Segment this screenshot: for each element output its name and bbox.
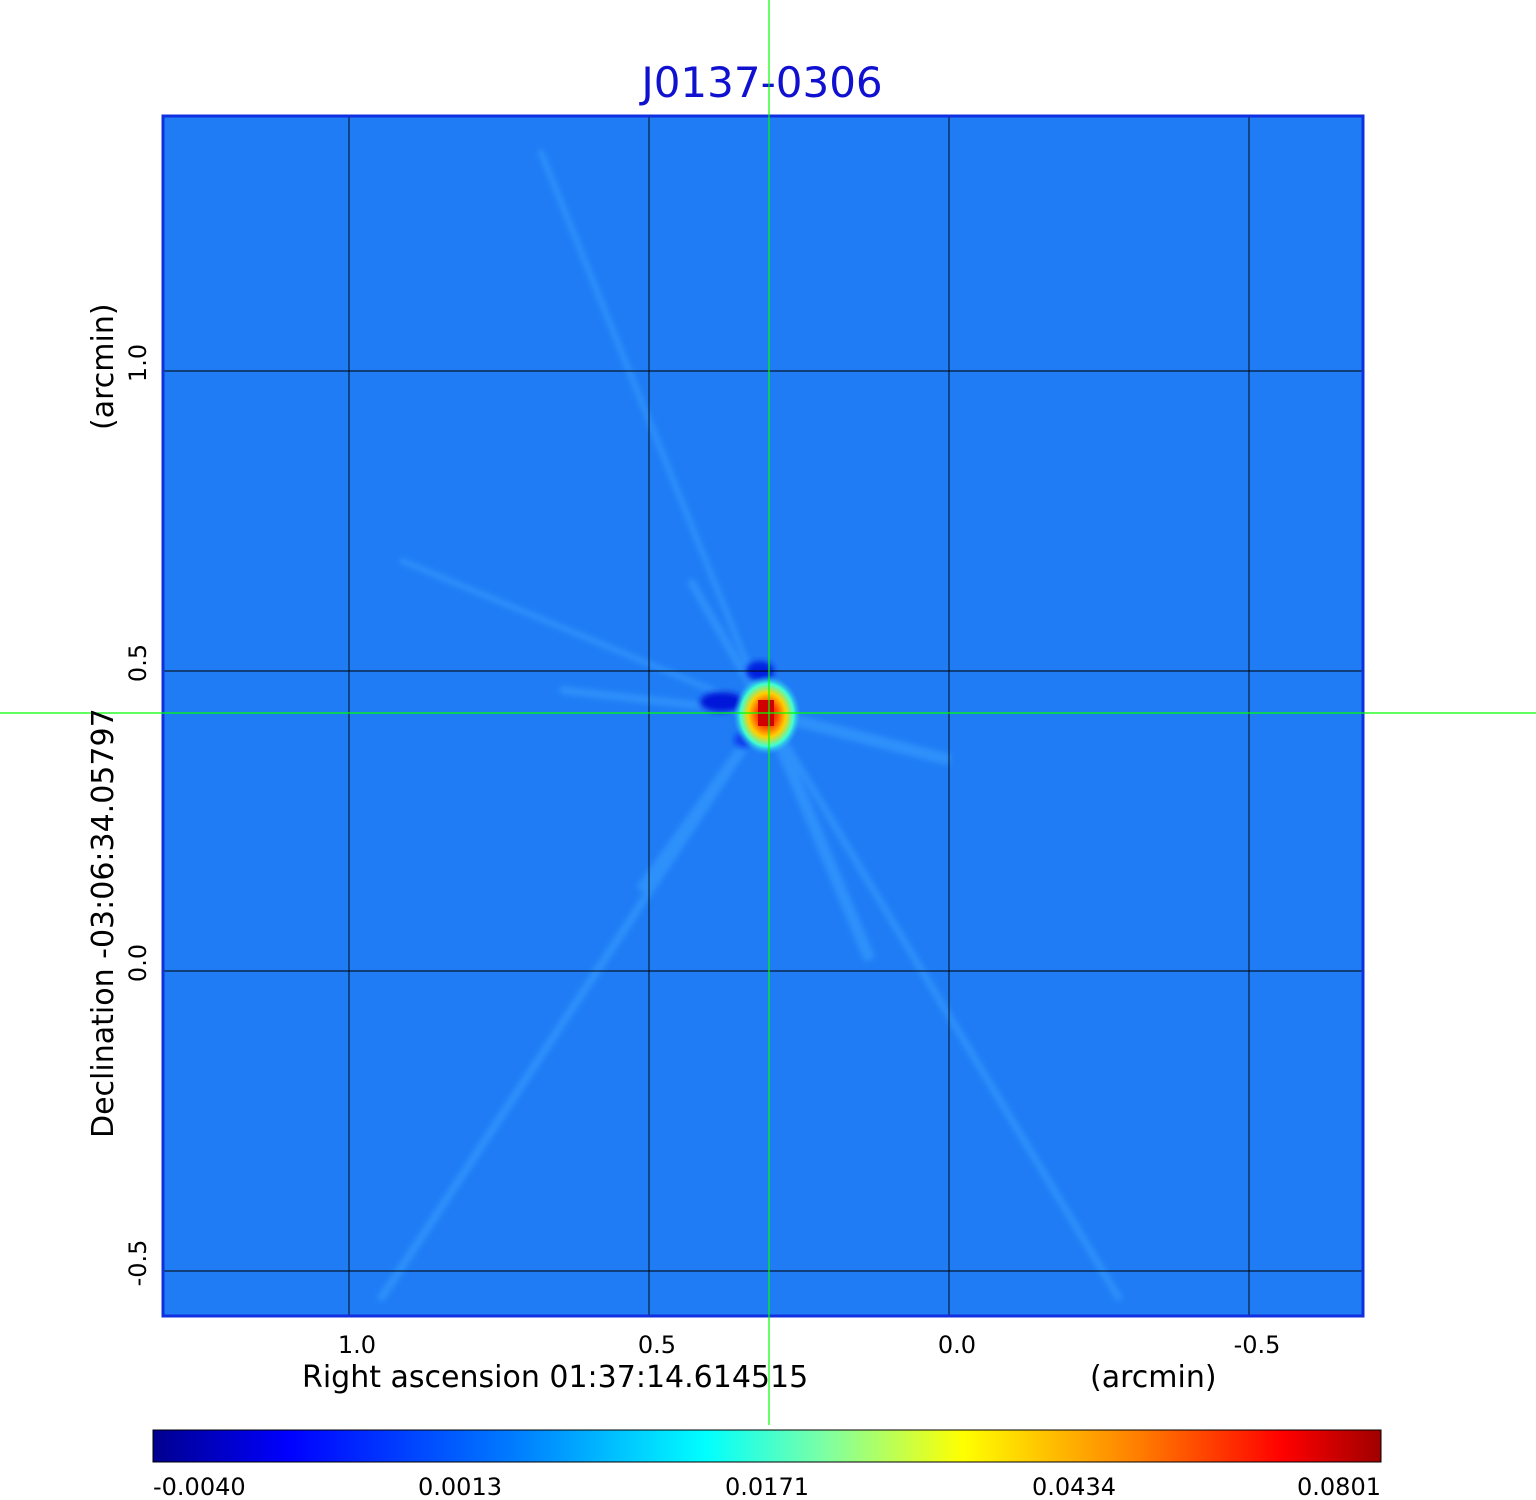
chart-title: J0137-0306 (638, 58, 882, 107)
colorbar-ticks: -0.0040 0.0013 0.0171 0.0434 0.0801 (153, 1473, 1381, 1500)
y-tick-label-3: -0.5 (124, 1240, 152, 1287)
colorbar-tick-label-3: 0.0434 (1032, 1473, 1116, 1500)
x-tick-label-2: 0.0 (938, 1331, 976, 1359)
grid (163, 116, 1363, 1316)
x-tick-label-1: 0.5 (638, 1331, 676, 1359)
colorbar-tick-label-0: -0.0040 (153, 1473, 246, 1500)
y-axis-unit: (arcmin) (86, 303, 121, 430)
x-tick-label-3: -0.5 (1234, 1331, 1281, 1359)
colorbar-tick-label-4: 0.0801 (1297, 1473, 1381, 1500)
x-tick-label-0: 1.0 (338, 1331, 376, 1359)
source-peak (733, 675, 801, 755)
colorbar-tick-label-1: 0.0013 (418, 1473, 502, 1500)
crosshair (0, 0, 1536, 1425)
colorbar (152, 1429, 1382, 1463)
tick-labels: 1.0 0.5 0.0 -0.5 1.0 0.5 0.0 -0.5 (124, 344, 1280, 1359)
y-tick-label-1: 0.5 (124, 644, 152, 682)
colorbar-tick-label-2: 0.0171 (725, 1473, 809, 1500)
x-axis-unit: (arcmin) (1090, 1360, 1217, 1395)
x-axis-label: Right ascension 01:37:14.614515 (302, 1360, 808, 1395)
y-axis-label: Declination -03:06:34.05797 (86, 708, 121, 1138)
y-tick-label-0: 1.0 (124, 344, 152, 382)
y-tick-label-2: 0.0 (124, 944, 152, 982)
plot-frame (161, 114, 1365, 1318)
